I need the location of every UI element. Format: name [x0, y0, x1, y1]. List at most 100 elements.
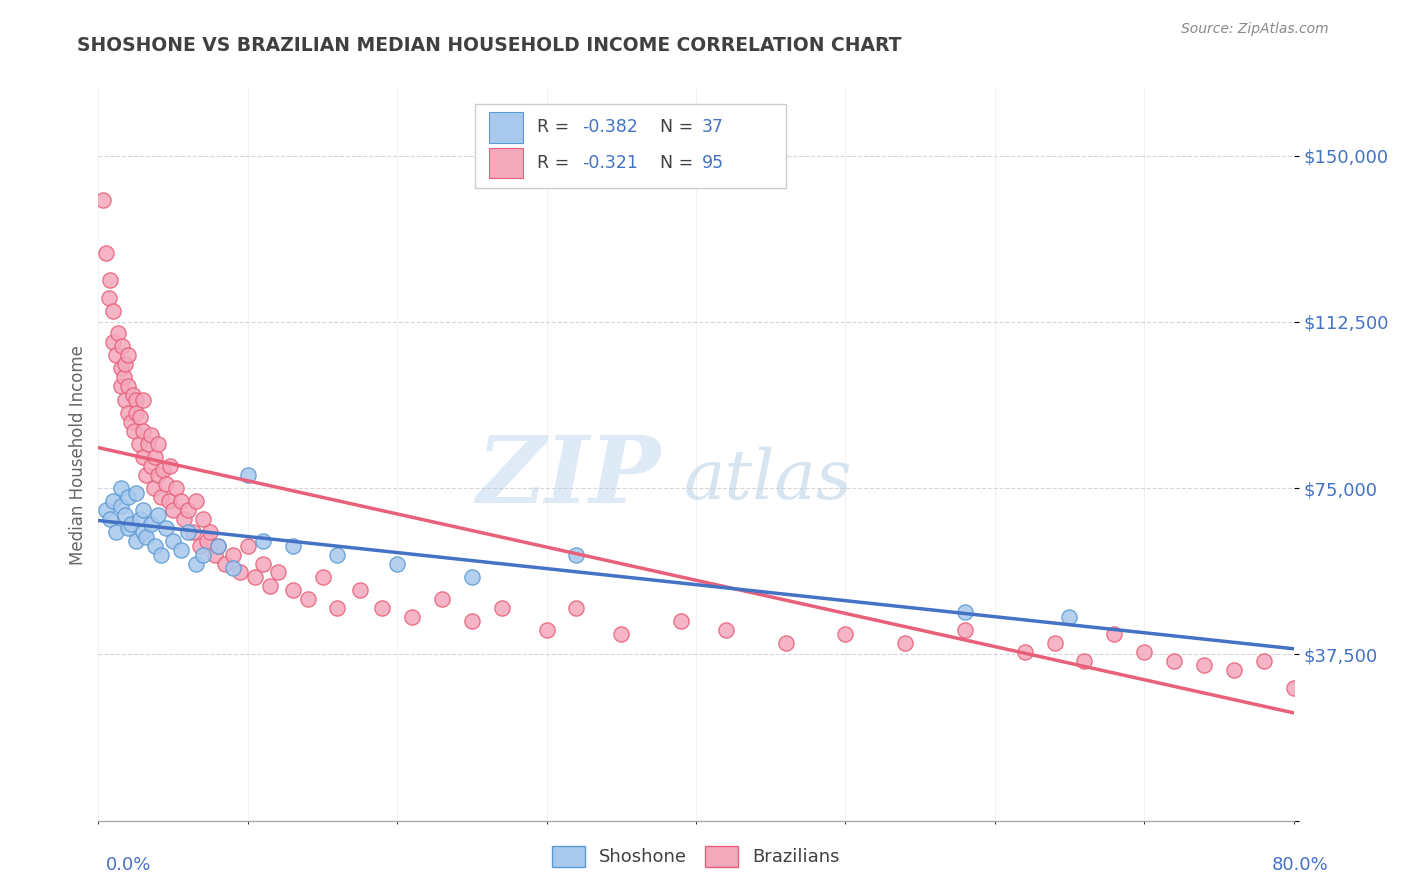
Point: [1402, 681, 1406, 695]
Point: [259, 579, 281, 593]
Point: [326, 600, 349, 615]
Point: [775, 636, 797, 650]
Point: [97, 291, 120, 305]
Text: -0.321: -0.321: [582, 154, 638, 172]
Point: [461, 570, 484, 584]
Point: [110, 379, 132, 393]
Point: [200, 525, 222, 540]
Point: [143, 539, 166, 553]
Point: [136, 437, 159, 451]
Point: [252, 557, 274, 571]
Point: [120, 516, 142, 531]
Point: [103, 303, 125, 318]
Point: [1104, 627, 1126, 641]
Point: [834, 627, 856, 641]
Point: [236, 467, 259, 482]
Text: 80.0%: 80.0%: [1272, 855, 1329, 873]
Point: [371, 600, 394, 615]
Point: [181, 525, 204, 540]
Point: [1312, 667, 1334, 681]
Text: -0.382: -0.382: [582, 119, 638, 136]
Point: [94, 246, 117, 260]
Point: [117, 379, 139, 393]
Point: [669, 614, 692, 628]
Text: Source: ZipAtlas.com: Source: ZipAtlas.com: [1181, 22, 1329, 37]
Point: [430, 592, 453, 607]
Point: [197, 534, 219, 549]
Point: [125, 534, 148, 549]
Point: [214, 557, 236, 571]
Point: [117, 490, 139, 504]
Point: [132, 424, 155, 438]
Point: [125, 406, 148, 420]
Point: [125, 392, 148, 407]
Text: N =: N =: [661, 154, 699, 172]
FancyBboxPatch shape: [475, 103, 786, 188]
Point: [188, 539, 211, 553]
Point: [1282, 681, 1305, 695]
Point: [139, 516, 162, 531]
Point: [132, 525, 155, 540]
Point: [157, 494, 180, 508]
Point: [114, 392, 136, 407]
Point: [132, 450, 155, 464]
Text: 37: 37: [702, 119, 724, 136]
Point: [1343, 676, 1365, 690]
Point: [297, 592, 319, 607]
Point: [110, 361, 132, 376]
Point: [132, 503, 155, 517]
Point: [165, 481, 187, 495]
Point: [281, 539, 304, 553]
Point: [121, 388, 143, 402]
Point: [953, 623, 976, 637]
Point: [401, 609, 423, 624]
Point: [117, 521, 139, 535]
Point: [229, 566, 252, 580]
Point: [1133, 645, 1156, 659]
Point: [135, 467, 157, 482]
Text: 0.0%: 0.0%: [105, 855, 150, 873]
Legend: Shoshone, Brazilians: Shoshone, Brazilians: [546, 838, 846, 874]
Point: [894, 636, 917, 650]
Point: [103, 494, 125, 508]
Point: [124, 424, 146, 438]
FancyBboxPatch shape: [489, 148, 523, 178]
Point: [177, 503, 200, 517]
Point: [112, 370, 135, 384]
Point: [252, 534, 274, 549]
Point: [129, 512, 152, 526]
Point: [129, 410, 152, 425]
Point: [98, 512, 122, 526]
Point: [461, 614, 484, 628]
Point: [1372, 658, 1395, 673]
Text: SHOSHONE VS BRAZILIAN MEDIAN HOUSEHOLD INCOME CORRELATION CHART: SHOSHONE VS BRAZILIAN MEDIAN HOUSEHOLD I…: [77, 36, 901, 54]
Point: [714, 623, 737, 637]
Point: [159, 458, 181, 473]
Point: [117, 348, 139, 362]
Point: [311, 570, 333, 584]
Point: [150, 490, 173, 504]
FancyBboxPatch shape: [489, 112, 523, 143]
Point: [143, 450, 166, 464]
Point: [385, 557, 409, 571]
Point: [191, 512, 214, 526]
Point: [110, 499, 132, 513]
Point: [148, 467, 170, 482]
Point: [128, 437, 150, 451]
Point: [1043, 636, 1066, 650]
Point: [155, 476, 177, 491]
Point: [1192, 658, 1215, 673]
Text: R =: R =: [537, 154, 575, 172]
Point: [135, 530, 157, 544]
Point: [1253, 654, 1275, 668]
Point: [120, 415, 142, 429]
Text: N =: N =: [661, 119, 699, 136]
Point: [139, 428, 162, 442]
Point: [1073, 654, 1095, 668]
Point: [1163, 654, 1185, 668]
Point: [162, 503, 184, 517]
Point: [125, 485, 148, 500]
Point: [169, 494, 191, 508]
Point: [536, 623, 558, 637]
Point: [281, 583, 304, 598]
